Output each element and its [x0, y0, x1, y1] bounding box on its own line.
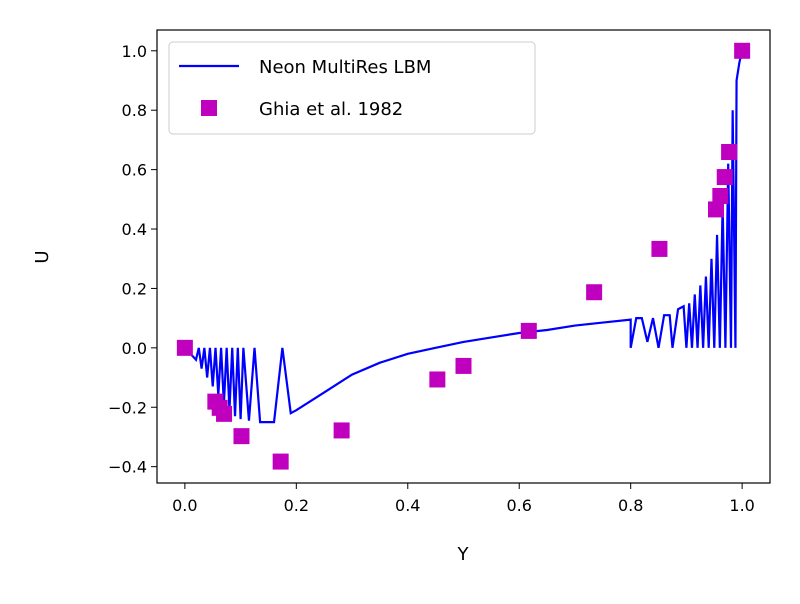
x-tick-label: 0.0 — [172, 496, 197, 515]
data-point — [716, 169, 733, 186]
data-point — [272, 453, 289, 470]
legend-box — [168, 41, 536, 135]
y-tick-label: 0.2 — [122, 279, 147, 298]
legend-label: Neon MultiRes LBM — [259, 57, 431, 78]
plot-frame — [156, 29, 771, 484]
x-tick-label: 0.8 — [618, 496, 643, 515]
data-point — [176, 339, 193, 356]
x-tick-label: 0.2 — [284, 496, 309, 515]
x-axis-label: Y — [457, 544, 470, 565]
data-point — [712, 188, 729, 204]
legend-marker — [201, 100, 217, 116]
data-point — [520, 322, 537, 339]
y-tick-label: −0.2 — [108, 398, 147, 417]
data-point — [429, 371, 446, 388]
x-tick-label: 1.0 — [729, 496, 754, 515]
y-tick-label: 0.0 — [122, 339, 147, 358]
data-point — [216, 405, 233, 422]
data-point — [586, 284, 603, 301]
y-tick-label: 0.6 — [122, 161, 147, 180]
x-tick-label: 0.4 — [395, 496, 420, 515]
data-point — [455, 357, 472, 374]
y-axis-label: U — [32, 250, 53, 263]
data-point — [651, 240, 668, 257]
data-point — [333, 422, 350, 439]
x-tick-label: 0.6 — [507, 496, 532, 515]
y-tick-label: −0.4 — [108, 458, 147, 477]
data-point — [708, 201, 725, 218]
legend-label: Ghia et al. 1982 — [259, 99, 403, 120]
data-point — [233, 428, 250, 445]
y-tick-label: 0.8 — [122, 101, 147, 120]
y-tick-label: 0.4 — [122, 220, 147, 239]
data-point — [734, 42, 751, 59]
y-tick-label: 1.0 — [122, 42, 147, 61]
data-point — [721, 144, 738, 161]
